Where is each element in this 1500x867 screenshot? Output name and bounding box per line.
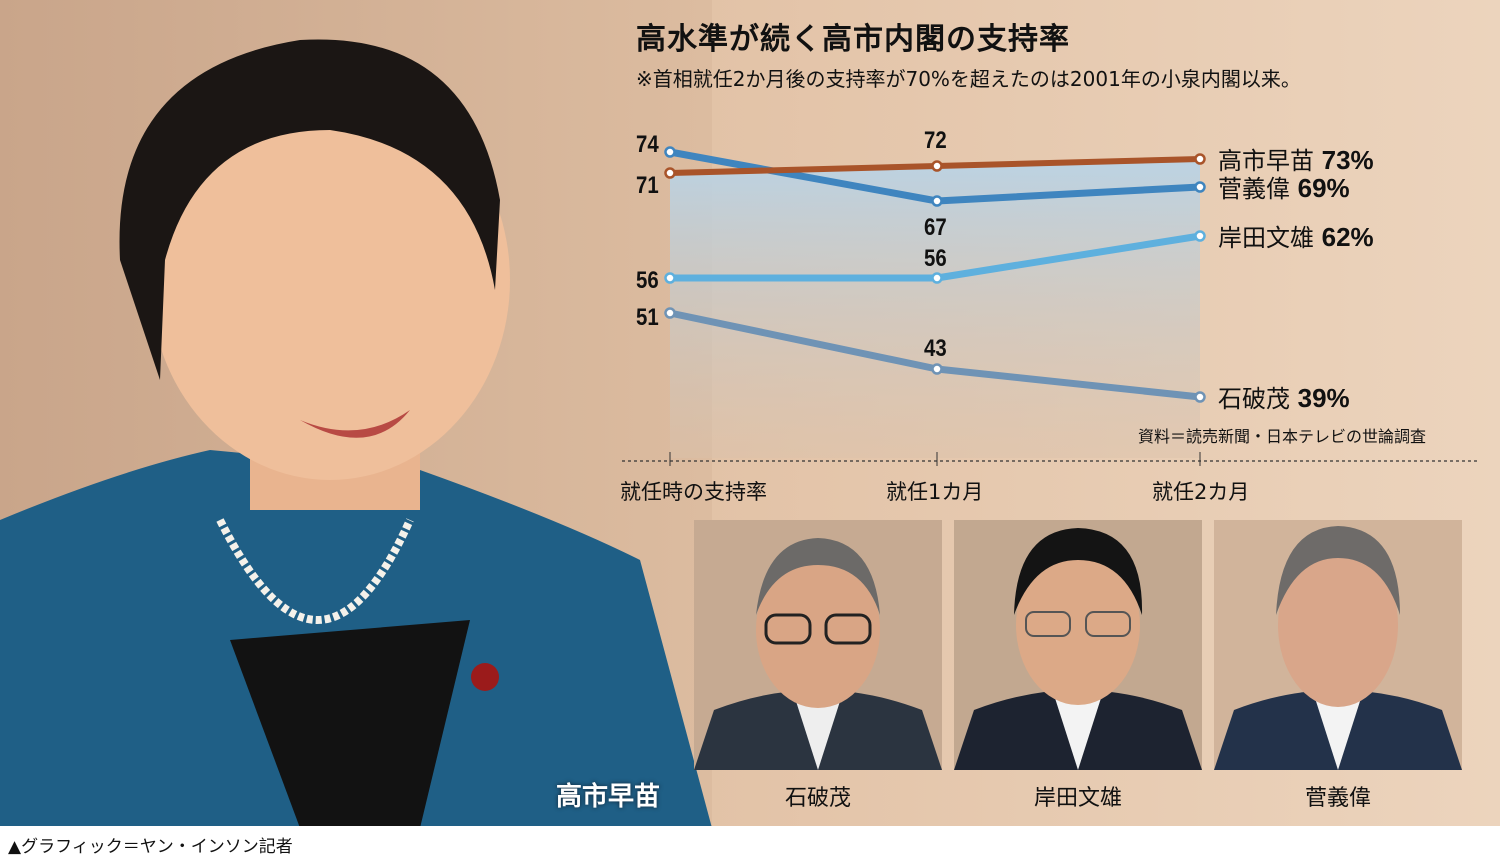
takaichi-photo — [0, 0, 712, 828]
data-point — [931, 160, 943, 172]
point-label: 56 — [924, 244, 947, 271]
chart-title: 高水準が続く高市内閣の支持率 — [636, 22, 1070, 57]
data-point — [931, 272, 943, 284]
credit-bar — [0, 826, 1500, 867]
portrait-suga — [1214, 520, 1462, 770]
data-point — [1194, 153, 1206, 165]
point-label: 72 — [924, 126, 947, 153]
data-point — [664, 307, 676, 319]
portrait-ishiba — [694, 520, 942, 770]
source-note: 資料＝読売新聞・日本テレビの世論調査 — [1138, 427, 1427, 446]
line-chart: 就任時の支持率 就任1カ月 就任2カ月 71 72 高市早苗 73% 74 67 菅義偉 69… — [620, 126, 1478, 504]
series-name: 高市早苗 — [1218, 147, 1322, 175]
series-name: 菅義偉 — [1218, 175, 1298, 203]
data-point — [1194, 391, 1206, 403]
series-end-value: 62% — [1322, 222, 1374, 252]
data-point — [664, 146, 676, 158]
series-end-value: 39% — [1298, 383, 1350, 413]
x-tick-label: 就任1カ月 — [886, 480, 983, 504]
point-label: 71 — [636, 171, 659, 198]
point-label: 51 — [636, 303, 659, 330]
series-name: 石破茂 — [1218, 385, 1298, 413]
portrait-name-kishida: 岸田文雄 — [1033, 786, 1122, 811]
data-point — [664, 167, 676, 179]
graphic-credit: ▲グラフィック＝ヤン・インソン記者 — [8, 837, 293, 857]
point-label: 74 — [636, 130, 659, 157]
series-end-value: 73% — [1322, 145, 1374, 175]
series-end-label: 岸田文雄 62% — [1218, 222, 1374, 252]
series-end-label: 高市早苗 73% — [1218, 145, 1374, 175]
data-point — [1194, 230, 1206, 242]
point-label: 67 — [924, 213, 947, 240]
portrait-kishida — [954, 520, 1202, 770]
series-end-label: 石破茂 39% — [1218, 383, 1350, 413]
series-end-label: 菅義偉 69% — [1218, 173, 1350, 203]
portrait-name-ishiba: 石破茂 — [784, 786, 851, 811]
x-tick-label: 就任時の支持率 — [620, 480, 767, 504]
photo-caption: 高市早苗 — [556, 782, 661, 812]
data-point — [1194, 181, 1206, 193]
series-name: 岸田文雄 — [1218, 224, 1322, 252]
x-tick-label: 就任2カ月 — [1152, 480, 1249, 504]
chart-subtitle: ※首相就任2か月後の支持率が70%を超えたのは2001年の小泉内閣以来。 — [636, 67, 1301, 91]
data-point — [664, 272, 676, 284]
series-end-value: 69% — [1298, 173, 1350, 203]
point-label: 56 — [636, 266, 659, 293]
data-point — [931, 363, 943, 375]
portrait-name-suga: 菅義偉 — [1304, 786, 1371, 811]
point-label: 43 — [924, 334, 947, 361]
data-point — [931, 195, 943, 207]
takaichi-portrait-illustration — [0, 0, 712, 828]
